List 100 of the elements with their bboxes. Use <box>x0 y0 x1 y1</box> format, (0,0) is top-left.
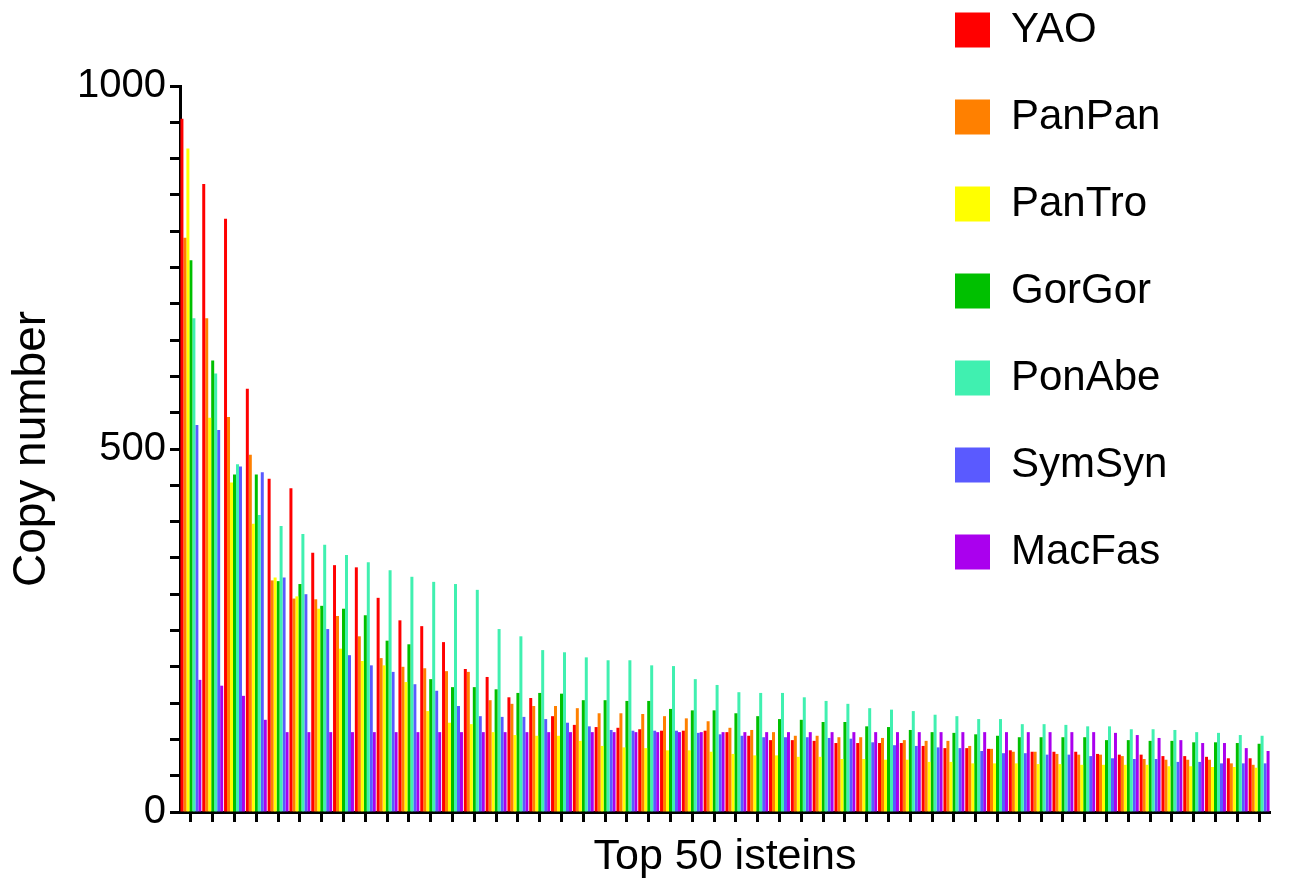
bar <box>812 740 816 812</box>
bar <box>350 732 354 812</box>
bar <box>1036 764 1040 812</box>
x-axis-title: Top 50 isteins <box>593 830 857 879</box>
bar <box>416 732 420 812</box>
bar <box>233 474 236 812</box>
bar <box>1192 742 1196 812</box>
bar <box>522 716 526 812</box>
bar <box>1266 751 1270 812</box>
bar <box>961 732 965 812</box>
bar <box>590 732 594 812</box>
legend-label: GorGor <box>1011 264 1152 312</box>
bar <box>557 735 561 812</box>
bar <box>852 732 856 812</box>
bar <box>478 716 482 812</box>
bar <box>1142 759 1146 812</box>
bar <box>211 360 215 812</box>
y-axis-title: Copy number <box>3 310 56 588</box>
bar <box>568 732 572 812</box>
bar <box>731 753 735 812</box>
bar <box>728 727 732 812</box>
bar <box>824 700 828 812</box>
bar <box>936 747 940 812</box>
bar <box>911 711 915 812</box>
bar <box>282 577 286 812</box>
bar <box>993 763 997 812</box>
bar <box>917 732 921 812</box>
bar <box>725 732 729 812</box>
bar <box>547 732 551 812</box>
bar <box>217 430 221 812</box>
bar <box>503 732 507 812</box>
bar <box>345 555 348 812</box>
bar <box>485 676 489 812</box>
bar <box>706 721 710 812</box>
bar <box>921 745 925 812</box>
bar <box>1014 763 1018 812</box>
bar <box>510 703 514 812</box>
bar <box>551 716 555 812</box>
bar <box>532 706 536 812</box>
bar <box>786 732 790 812</box>
bar <box>1148 740 1152 812</box>
bar <box>572 724 576 812</box>
bar <box>930 732 934 812</box>
bar <box>323 544 327 812</box>
bar <box>289 488 293 812</box>
bar <box>597 713 601 812</box>
bar <box>563 652 566 812</box>
bar <box>759 692 763 812</box>
bar <box>304 594 308 812</box>
bar <box>628 660 632 812</box>
bar <box>594 727 598 812</box>
bar <box>815 735 819 812</box>
bar <box>737 692 741 812</box>
bar <box>1064 724 1068 812</box>
bar <box>1023 753 1027 812</box>
bar <box>681 730 685 812</box>
bar <box>513 735 517 812</box>
bar <box>650 665 654 812</box>
bar <box>535 735 539 812</box>
bar <box>407 644 411 812</box>
bar <box>712 710 716 812</box>
bar <box>248 454 252 812</box>
bar <box>192 318 196 812</box>
bar <box>955 716 959 812</box>
bar <box>254 474 258 812</box>
bar <box>1042 724 1046 812</box>
legend-label: PanPan <box>1011 90 1161 138</box>
bar <box>454 584 457 812</box>
bar <box>672 666 675 812</box>
bar <box>245 388 249 812</box>
bar <box>541 650 545 812</box>
bar <box>808 732 812 812</box>
bar <box>347 655 351 812</box>
bar <box>908 729 912 812</box>
bar <box>881 737 885 812</box>
bar <box>445 671 449 812</box>
bar <box>638 729 642 812</box>
bar <box>952 732 956 812</box>
bar <box>311 552 315 812</box>
bar <box>481 732 485 812</box>
bar <box>339 648 343 812</box>
legend-label: PonAbe <box>1011 351 1161 399</box>
bar <box>781 692 784 812</box>
bar <box>996 735 999 812</box>
legend-label: SymSyn <box>1011 438 1168 486</box>
bar <box>1244 748 1248 812</box>
bar <box>862 759 866 812</box>
bar <box>429 679 433 812</box>
bar <box>494 689 498 812</box>
bar <box>1110 758 1114 812</box>
bar <box>519 636 523 812</box>
bar <box>369 665 373 812</box>
bar <box>946 740 950 812</box>
bar <box>1214 742 1217 812</box>
bar <box>391 671 395 812</box>
bar <box>401 666 405 812</box>
bar <box>448 722 452 812</box>
bar <box>354 567 358 812</box>
bar <box>1086 726 1090 812</box>
bar <box>544 719 548 812</box>
